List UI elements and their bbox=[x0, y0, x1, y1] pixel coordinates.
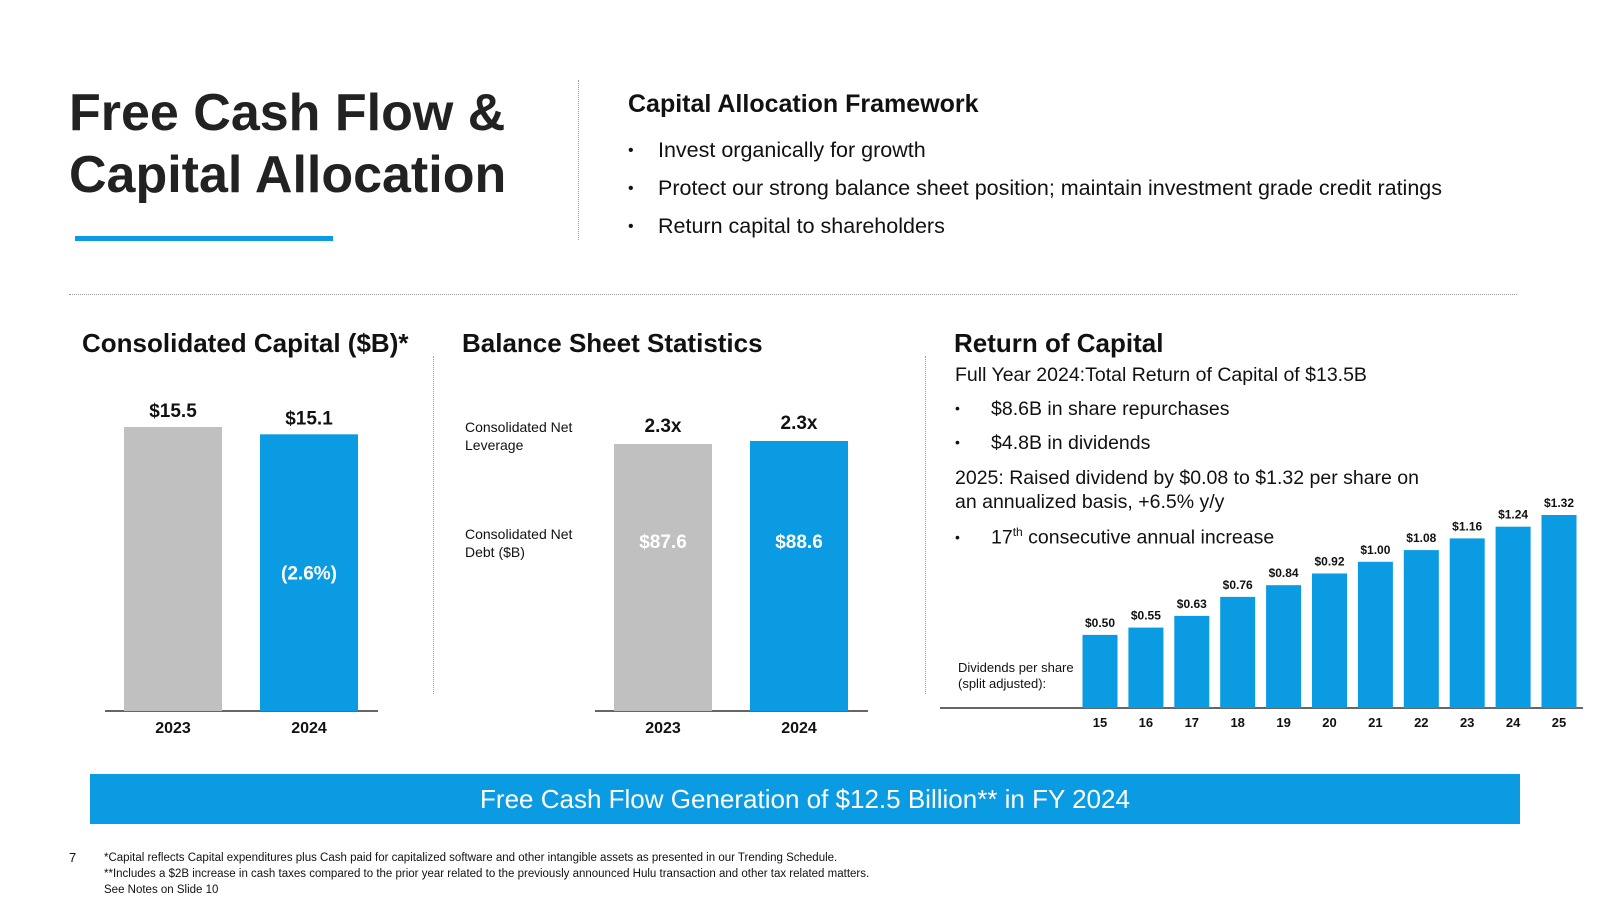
framework-bullet-text: Invest organically for growth bbox=[658, 138, 926, 162]
dividend-category-label-25: 25 bbox=[1552, 715, 1566, 730]
capital-bar-2023 bbox=[124, 427, 222, 711]
consecutive-text: consecutive annual increase bbox=[1022, 526, 1275, 549]
header-divider bbox=[578, 80, 579, 240]
dps-label-line2: (split adjusted): bbox=[958, 676, 1047, 691]
chart-divider-2 bbox=[925, 356, 926, 694]
roc-raise-line-1: 2025: Raised dividend by $0.08 to $1.32 … bbox=[955, 467, 1420, 489]
framework-bullet-text: Return capital to shareholders bbox=[658, 214, 945, 238]
framework-heading: Capital Allocation Framework bbox=[628, 90, 979, 118]
bullet-dot: • bbox=[628, 142, 634, 159]
dividend-value-label-22: $1.08 bbox=[1406, 531, 1436, 545]
dividend-chart: $0.50 15 $0.55 16 $0.63 17 $0.76 18 $0.84 19 $0.92… bbox=[940, 496, 1583, 730]
roc-bullet-consecutive: • 17th consecutive annual increase bbox=[955, 525, 1274, 550]
dividend-bar-19 bbox=[1266, 585, 1302, 708]
consecutive-suffix: th bbox=[1012, 525, 1023, 539]
dividend-value-label-25: $1.32 bbox=[1544, 496, 1574, 510]
footnote-3: See Notes on Slide 10 bbox=[104, 884, 219, 896]
dividend-value-label-20: $0.92 bbox=[1314, 554, 1344, 568]
balance-bar-2024 bbox=[750, 441, 848, 711]
title-underline bbox=[75, 236, 333, 241]
dividend-category-label-18: 18 bbox=[1230, 715, 1244, 730]
capital-category-label-2024: 2024 bbox=[291, 720, 327, 737]
dps-label-line1: Dividends per share bbox=[958, 660, 1074, 675]
roc-summary: Full Year 2024:Total Return of Capital o… bbox=[955, 364, 1367, 386]
dividend-category-label-19: 19 bbox=[1276, 715, 1290, 730]
dividend-bar-15 bbox=[1082, 634, 1118, 708]
roc-bullet-repurchases: • $8.6B in share repurchases bbox=[955, 398, 1229, 421]
dividend-bar-17 bbox=[1174, 615, 1210, 708]
dividend-category-label-16: 16 bbox=[1139, 715, 1153, 730]
capital-value-label-2024: $15.1 bbox=[285, 408, 333, 429]
bullet-dot: • bbox=[628, 180, 634, 197]
section-divider bbox=[69, 294, 1517, 295]
leverage-row-label: Consolidated Net Leverage bbox=[465, 419, 573, 453]
balance-bar-2023 bbox=[614, 444, 712, 711]
dividend-value-label-24: $1.24 bbox=[1498, 508, 1528, 522]
dividend-category-label-23: 23 bbox=[1460, 715, 1474, 730]
return-section-title: Return of Capital bbox=[954, 328, 1164, 358]
dividend-value-label-19: $0.84 bbox=[1269, 566, 1299, 580]
leverage-label-2023: 2.3x bbox=[645, 416, 682, 437]
dividend-value-label-23: $1.16 bbox=[1452, 519, 1482, 533]
dividend-value-label-18: $0.76 bbox=[1223, 578, 1253, 592]
dividend-category-label-15: 15 bbox=[1093, 715, 1107, 730]
dividend-bar-22 bbox=[1403, 550, 1439, 708]
capital-chart: $15.5 $15.1 (2.6%) 2023 2024 bbox=[105, 401, 378, 737]
dps-label: Dividends per share (split adjusted): bbox=[958, 660, 1074, 692]
roc-raise-line-2: an annualized basis, +6.5% y/y bbox=[955, 491, 1225, 513]
capital-value-label-2023: $15.5 bbox=[149, 401, 197, 422]
debt-value-label-2024: $88.6 bbox=[775, 532, 823, 553]
debt-row-label: Consolidated Net Debt ($B) bbox=[465, 526, 573, 560]
capital-section-title: Consolidated Capital ($B)* bbox=[82, 328, 409, 358]
balance-category-label-2024: 2024 bbox=[781, 720, 817, 737]
leverage-label-2024: 2.3x bbox=[781, 413, 818, 434]
footnote-2: **Includes a $2B increase in cash taxes … bbox=[104, 868, 870, 880]
dividend-bar-20 bbox=[1312, 573, 1347, 708]
dividend-bar-25 bbox=[1541, 515, 1577, 708]
fcf-banner: Free Cash Flow Generation of $12.5 Billi… bbox=[90, 774, 1520, 824]
dividend-value-label-17: $0.63 bbox=[1177, 597, 1207, 611]
bullet-dot: • bbox=[955, 400, 960, 416]
page-number: 7 bbox=[69, 850, 77, 865]
framework-bullet-text: Protect our strong balance sheet positio… bbox=[658, 176, 1442, 200]
roc-bullet-dividends: • $4.8B in dividends bbox=[955, 432, 1150, 455]
capital-change-label: (2.6%) bbox=[281, 564, 337, 585]
capital-category-label-2023: 2023 bbox=[155, 720, 191, 737]
bullet-dot: • bbox=[628, 218, 634, 235]
balance-category-label-2023: 2023 bbox=[645, 720, 681, 737]
dividend-bar-18 bbox=[1220, 596, 1256, 708]
balance-chart: 2.3x 2.3x $87.6 $88.6 2023 2024 bbox=[595, 413, 868, 737]
dividend-category-label-20: 20 bbox=[1322, 715, 1336, 730]
chart-divider-1 bbox=[433, 356, 434, 694]
page-title-line1: Free Cash Flow & bbox=[69, 84, 506, 142]
dividend-bar-21 bbox=[1357, 561, 1393, 708]
dividend-category-label-17: 17 bbox=[1185, 715, 1199, 730]
dividend-category-label-22: 22 bbox=[1414, 715, 1428, 730]
dividend-value-label-21: $1.00 bbox=[1360, 543, 1390, 557]
framework-bullet-1: • Invest organically for growth bbox=[628, 138, 926, 163]
dividend-category-label-24: 24 bbox=[1506, 715, 1521, 730]
dividend-bar-23 bbox=[1449, 538, 1485, 708]
framework-bullet-2: • Protect our strong balance sheet positi… bbox=[628, 176, 1442, 201]
page-title: Free Cash Flow & Capital Allocation bbox=[69, 82, 506, 206]
page-title-line2: Capital Allocation bbox=[69, 146, 507, 204]
balance-section-title: Balance Sheet Statistics bbox=[462, 328, 763, 358]
framework-bullet-3: • Return capital to shareholders bbox=[628, 214, 945, 239]
bullet-dot: • bbox=[955, 434, 960, 450]
roc-bullet-text: $8.6B in share repurchases bbox=[991, 398, 1230, 420]
consecutive-number: 17 bbox=[991, 526, 1013, 549]
capital-bar-2024 bbox=[260, 434, 358, 711]
dividend-bar-16 bbox=[1128, 627, 1164, 708]
dividend-value-label-16: $0.55 bbox=[1131, 609, 1161, 623]
footnote-1: *Capital reflects Capital expenditures p… bbox=[104, 852, 838, 864]
roc-bullet-text: $4.8B in dividends bbox=[991, 432, 1151, 454]
dividend-category-label-21: 21 bbox=[1368, 715, 1382, 730]
dividend-value-label-15: $0.50 bbox=[1085, 616, 1115, 630]
dividend-bar-24 bbox=[1495, 526, 1531, 708]
bullet-dot: • bbox=[955, 528, 960, 545]
debt-value-label-2023: $87.6 bbox=[639, 532, 687, 553]
